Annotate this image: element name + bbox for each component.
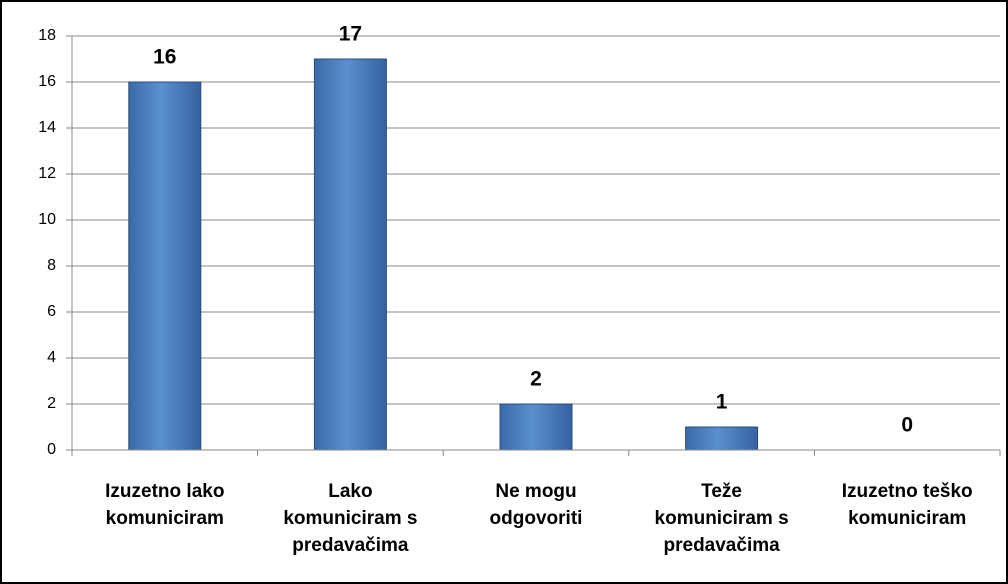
value-label: 17 (339, 23, 362, 46)
y-tick-label: 18 (38, 27, 56, 44)
y-tick-label: 14 (38, 119, 56, 136)
bar (313, 58, 387, 451)
y-tick-label: 2 (47, 395, 56, 412)
y-tick-label: 4 (47, 349, 56, 366)
y-tick-label: 6 (47, 303, 56, 320)
x-tick-label: Izuzetno teško komuniciram (842, 481, 973, 529)
y-tick-label: 12 (38, 165, 56, 182)
value-label: 0 (901, 414, 913, 437)
x-tick-label: Ne mogu odgovoriti (490, 481, 583, 529)
value-label: 1 (716, 391, 728, 414)
y-tick-label: 16 (38, 73, 56, 90)
y-tick-label: 10 (38, 211, 56, 228)
bar (499, 403, 573, 451)
x-tick-label: Izuzetno lako komuniciram (105, 481, 224, 529)
bar (128, 81, 202, 451)
x-tick-label: Teže komuniciram s predavačima (655, 481, 789, 556)
y-tick-label: 0 (47, 441, 56, 458)
value-label: 2 (530, 368, 542, 391)
bar (685, 426, 759, 451)
value-label: 16 (153, 46, 176, 69)
x-tick-label: Lako komuniciram s predavačima (283, 481, 417, 556)
y-tick-label: 8 (47, 257, 56, 274)
